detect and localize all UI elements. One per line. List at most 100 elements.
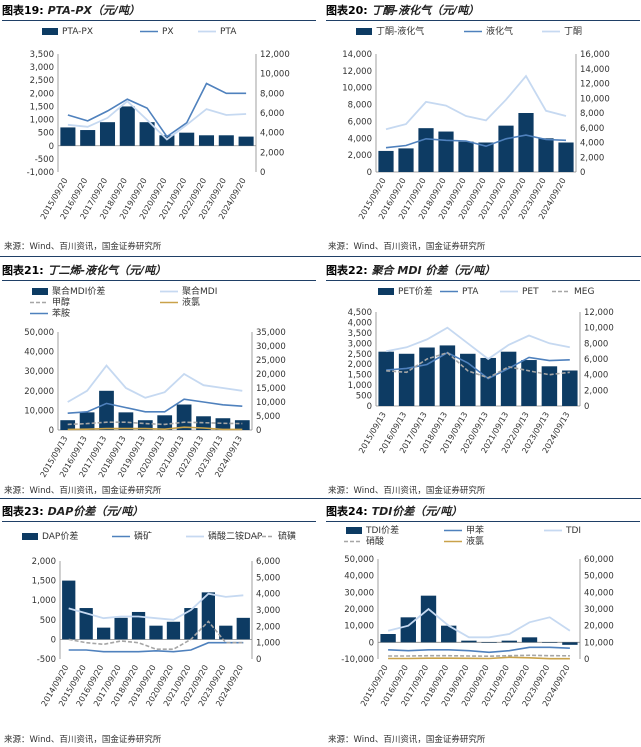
right-tick-label: 2,000 [260, 148, 284, 158]
left-tick-label: 0 [49, 426, 54, 436]
legend-label: PX [162, 27, 174, 37]
figure-title: 丁酮-液化气（元/吨） [371, 4, 480, 17]
right-tick-label: 6,000 [256, 557, 280, 567]
bar [378, 351, 394, 406]
right-tick-label: 0 [584, 655, 589, 665]
bar [97, 627, 111, 640]
legend-label: MEG [574, 287, 594, 297]
legend-label: 磷矿 [134, 530, 152, 542]
chart-panel-20: 图表20: 丁酮-液化气（元/吨） [326, 2, 640, 21]
left-tick-label: 0 [367, 168, 372, 178]
right-tick-label: 12,000 [584, 308, 614, 318]
right-tick-label: 3,000 [256, 606, 280, 616]
chart-panel-19: 图表19: PTA-PX（元/吨） [2, 2, 316, 21]
left-tick-label: 10,000 [342, 84, 372, 94]
right-tick-label: 30,000 [584, 605, 614, 615]
bar [378, 150, 394, 172]
left-tick-label: -500 [37, 655, 56, 665]
right-tick-label: 8,000 [584, 339, 608, 349]
panel-title: 图表23: DAP价差（元/吨） [2, 503, 316, 522]
right-tick-label: 10,000 [256, 398, 286, 408]
right-tick-label: 60,000 [584, 555, 614, 565]
bar [498, 125, 514, 172]
right-tick-label: 4,000 [580, 139, 604, 149]
panel-title: 图表24: TDI价差（元/吨） [326, 503, 640, 522]
series-line [68, 592, 244, 621]
bar [518, 113, 534, 172]
bar [114, 617, 128, 640]
bar [460, 353, 476, 406]
left-tick-label: 1,000 [348, 381, 372, 391]
bar [461, 640, 477, 643]
legend-swatch [346, 527, 362, 534]
left-tick-label: 14,000 [342, 50, 372, 60]
bar [441, 625, 457, 643]
right-tick-label: 30,000 [256, 342, 286, 352]
left-tick-label: 2,000 [30, 89, 54, 99]
chart-panel-21: 图表21: 丁二烯-液化气（元/吨） [2, 262, 316, 281]
bar [198, 135, 215, 146]
bar [166, 621, 181, 640]
left-tick-label: 0 [49, 142, 54, 152]
bar [176, 404, 192, 430]
legend-label: 丁酮-液化气 [376, 25, 424, 37]
left-tick-label: 500 [38, 129, 54, 139]
left-tick-label: 500 [356, 392, 372, 402]
bar [62, 580, 76, 640]
left-tick-label: 2,500 [30, 76, 54, 86]
series-line [67, 364, 243, 403]
right-tick-label: 0 [256, 426, 261, 436]
bar [521, 637, 538, 643]
legend-label: 甲醇 [52, 296, 70, 308]
bar [238, 136, 254, 146]
series-line [67, 99, 247, 141]
right-tick-label: 12,000 [580, 80, 610, 90]
right-tick-label: 15,000 [256, 384, 286, 394]
left-tick-label: 1,000 [30, 116, 54, 126]
bar [541, 366, 558, 406]
series-line [386, 326, 570, 361]
bar [438, 131, 454, 172]
source-note: 来源：Wind、百川资讯，国金证券研究所 [328, 735, 486, 745]
left-tick-label: 1,000 [32, 596, 56, 606]
left-tick-label: 3,500 [348, 329, 372, 339]
left-tick-label: 2,500 [348, 350, 372, 360]
left-tick-label: 40,000 [24, 348, 54, 358]
bar [458, 141, 474, 172]
left-tick-label: 50,000 [24, 328, 54, 338]
legend-swatch [32, 288, 48, 295]
bar [236, 617, 250, 640]
bar [196, 416, 211, 430]
legend-label: 液化气 [486, 25, 513, 37]
left-tick-label: 2,000 [32, 557, 56, 567]
right-tick-label: 10,000 [584, 638, 614, 648]
chart-c19: 3,500 3,000 2,500 2,000 1,500 1,000 500 0 -500 -1… [27, 27, 290, 221]
legend-label: 磷酸二铵DAP [208, 530, 263, 542]
bar [79, 608, 93, 640]
bar [80, 130, 96, 146]
legend-label: 苯胺 [52, 307, 70, 319]
bar [478, 142, 494, 172]
panel-title: 图表21: 丁二烯-液化气（元/吨） [2, 262, 316, 281]
figure-title: PTA-PX（元/吨） [47, 4, 140, 17]
left-tick-label: 3,500 [30, 50, 54, 60]
right-tick-label: 5,000 [256, 573, 280, 583]
bar [60, 420, 76, 430]
series-line [386, 351, 570, 379]
row-divider [0, 256, 641, 257]
left-tick-label: -1,000 [27, 168, 54, 178]
left-tick-label: -500 [35, 155, 54, 165]
figure-number: 图表24: [326, 505, 368, 518]
bar [500, 351, 517, 406]
bar [79, 412, 95, 430]
right-tick-label: 6,000 [580, 124, 604, 134]
left-tick-label: 1,500 [30, 102, 54, 112]
right-tick-label: 35,000 [256, 328, 286, 338]
chart-c21: 50,000 40,000 30,000 20,000 10,000 0 35,000 30,… [24, 285, 286, 479]
legend-label: 聚合MDI [182, 285, 217, 297]
left-tick-label: -10,000 [341, 655, 374, 665]
legend-swatch [22, 533, 38, 540]
right-tick-label: 0 [584, 402, 589, 412]
figure-number: 图表20: [326, 4, 368, 17]
